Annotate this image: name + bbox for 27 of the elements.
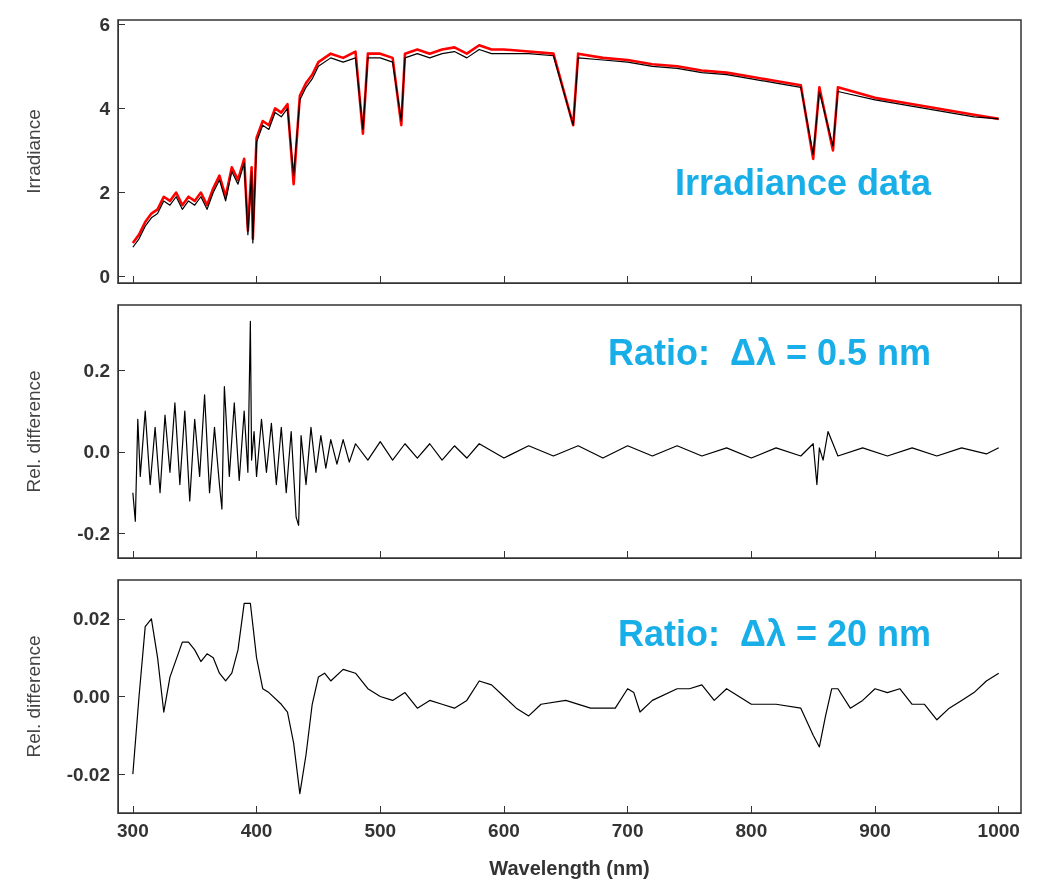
annotation: Ratio: Δλ = 20 nm xyxy=(618,612,932,654)
y-tick-label: 0.00 xyxy=(73,686,110,707)
y-tick-label: 0.0 xyxy=(83,441,110,463)
annotation: Irradiance data xyxy=(674,162,932,204)
y-axis-title: Rel. difference xyxy=(23,635,44,758)
x-tick-label: 700 xyxy=(611,820,644,841)
line-series xyxy=(132,320,1000,526)
y-tick-label: 2 xyxy=(99,182,110,204)
y-tick-label: 4 xyxy=(99,97,111,119)
x-tick-label: 400 xyxy=(240,820,273,841)
x-tick-label: 900 xyxy=(859,820,891,841)
x-tick-label: 300 xyxy=(116,820,149,841)
x-tick-label: 500 xyxy=(364,820,397,841)
y-tick-label: 6 xyxy=(99,13,110,35)
x-axis-title: Wavelength (nm) xyxy=(489,857,650,879)
y-tick-label: -0.02 xyxy=(66,763,110,785)
y-axis-title: Rel. difference xyxy=(23,370,44,493)
line-series xyxy=(132,602,1000,795)
y-axis-title: Irradiance xyxy=(23,109,44,194)
y-tick-label: 0.02 xyxy=(73,608,110,630)
annotation: Ratio: Δλ = 0.5 nm xyxy=(608,331,932,373)
x-tick-label: 800 xyxy=(735,820,768,841)
y-tick-label: 0.2 xyxy=(83,359,110,381)
x-tick-label: 600 xyxy=(488,820,520,841)
y-tick-label: 0 xyxy=(99,266,110,288)
x-tick-label: 1000 xyxy=(977,820,1020,841)
y-tick-label: -0.2 xyxy=(77,523,110,545)
